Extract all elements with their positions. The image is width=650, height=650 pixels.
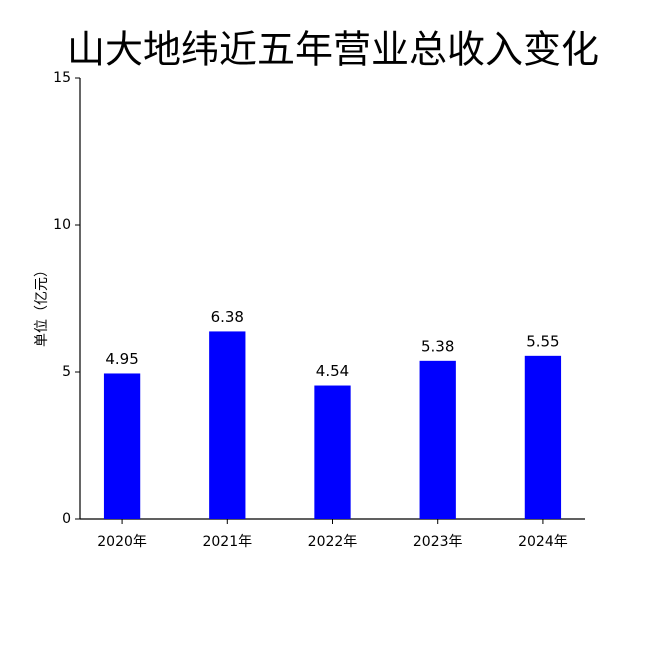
- x-tick-label: 2021年: [202, 534, 252, 550]
- chart-title: 山大地纬近五年营业总收入变化: [67, 28, 599, 72]
- y-tick-label: 15: [53, 70, 71, 86]
- bar: [209, 331, 246, 519]
- bar: [524, 355, 562, 519]
- data-label: 4.54: [316, 362, 349, 380]
- bar: [103, 373, 141, 519]
- x-tick-label: 2024年: [518, 534, 568, 550]
- bar: [314, 385, 351, 519]
- data-label: 5.38: [421, 337, 454, 355]
- data-label: 5.55: [526, 332, 559, 350]
- y-tick-label: 5: [62, 364, 71, 380]
- bar: [419, 360, 456, 519]
- x-tick-label: 2020年: [97, 534, 147, 550]
- x-tick-label: 2023年: [413, 534, 463, 550]
- y-tick-label: 0: [62, 511, 71, 527]
- y-tick-label: 10: [53, 217, 71, 233]
- data-label: 6.38: [211, 308, 244, 326]
- data-label: 4.95: [105, 350, 138, 368]
- x-tick-label: 2022年: [308, 534, 358, 550]
- y-axis-label: 单位（亿元）: [34, 263, 50, 347]
